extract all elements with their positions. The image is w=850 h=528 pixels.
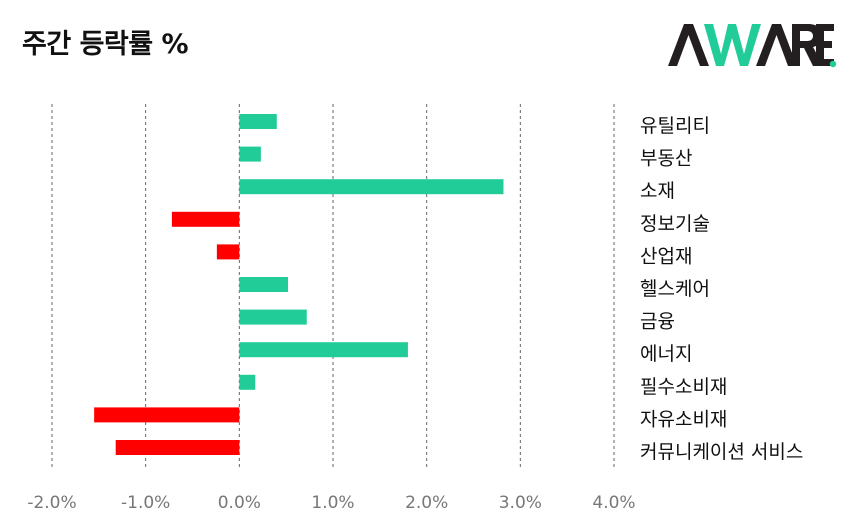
bar	[94, 407, 240, 423]
category-label: 산업재	[640, 245, 692, 267]
x-tick-label: -2.0%	[27, 493, 76, 513]
category-label: 금융	[640, 311, 675, 333]
category-label: 부동산	[640, 148, 692, 170]
bar	[115, 440, 240, 455]
category-label: 필수소비재	[640, 376, 727, 398]
aware-logo	[666, 20, 838, 70]
x-tick-label: 1.0%	[311, 493, 354, 513]
bar	[239, 277, 289, 292]
category-label: 에너지	[640, 343, 692, 365]
bar	[239, 114, 277, 129]
category-label: 자유소비재	[640, 408, 727, 430]
x-tick-label: 0.0%	[218, 493, 261, 513]
category-label: 커뮤니케이션 서비스	[640, 441, 803, 463]
bar	[216, 244, 240, 260]
x-tick-label: -1.0%	[121, 493, 170, 513]
x-tick-label: 2.0%	[405, 493, 448, 513]
category-label: 정보기술	[640, 213, 710, 235]
bar	[239, 342, 408, 358]
chart-title: 주간 등락률 %	[22, 29, 189, 60]
category-label: 유틸리티	[640, 115, 710, 137]
category-label: 소재	[640, 180, 675, 202]
x-tick-label: 3.0%	[499, 493, 542, 513]
bar	[171, 211, 240, 227]
bar	[239, 374, 256, 390]
x-tick-label: 4.0%	[592, 493, 635, 513]
category-label: 헬스케어	[640, 278, 710, 300]
bar	[239, 179, 504, 195]
bar	[239, 309, 307, 325]
bar	[239, 146, 261, 162]
